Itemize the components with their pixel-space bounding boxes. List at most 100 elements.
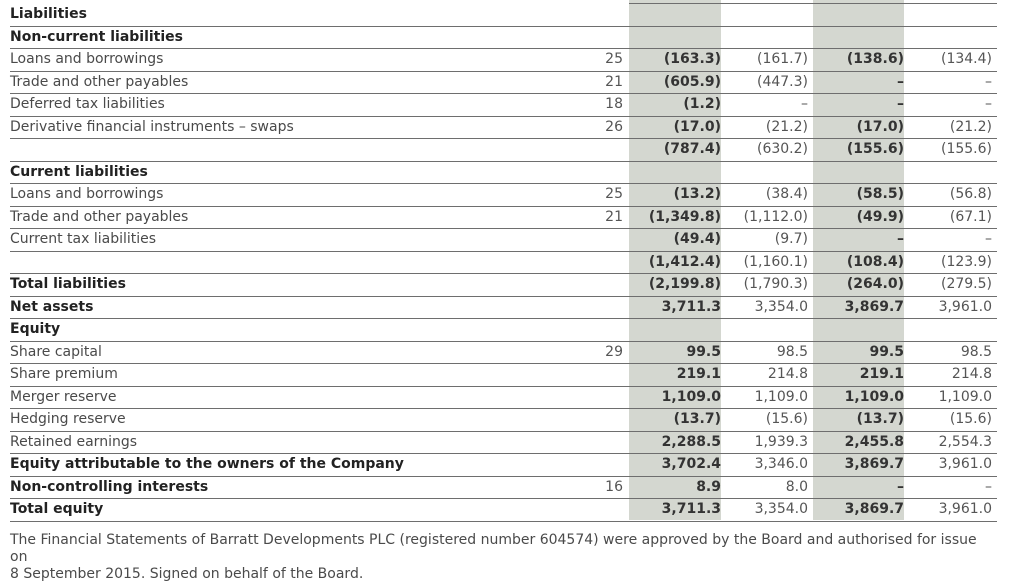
group-2014-value: (9.7) <box>774 231 808 247</box>
group-2015-value: (13.2) <box>673 186 721 202</box>
row-label: Hedging reserve <box>10 411 126 427</box>
company-2015-value: – <box>897 96 904 112</box>
note-ref: 25 <box>605 186 623 202</box>
row-label: Total equity <box>10 501 104 517</box>
row-rule <box>10 520 997 522</box>
table-row: Trade and other payables 21 (1,349.8) (1,11… <box>0 206 1013 228</box>
company-2014-value: – <box>985 96 992 112</box>
table-row: Loans and borrowings 25 (163.3) (161.7) (138… <box>0 48 1013 70</box>
company-2015-value: (17.0) <box>856 118 904 135</box>
group-2015-value: (605.9) <box>663 73 721 90</box>
row-label: Loans and borrowings <box>10 186 164 202</box>
group-2015-value: (49.4) <box>673 231 721 247</box>
company-2015-value: 3,869.7 <box>844 501 904 517</box>
group-2015-value: (787.4) <box>663 141 721 157</box>
company-2014-value: 3,961.0 <box>938 501 992 517</box>
table-row: Current liabilities <box>0 161 1013 183</box>
row-rule <box>10 385 997 387</box>
company-2014-value: 3,961.0 <box>938 298 992 315</box>
row-label: Deferred tax liabilities <box>10 96 165 112</box>
group-2015-value: 99.5 <box>686 343 721 360</box>
company-2014-value: (123.9) <box>940 253 992 270</box>
row-label: Share capital <box>10 343 102 360</box>
table-row: Deferred tax liabilities 18 (1.2) – – – <box>0 93 1013 115</box>
table-row: Non-current liabilities <box>0 26 1013 48</box>
company-2015-value: – <box>897 231 904 247</box>
table-row: Loans and borrowings 25 (13.2) (38.4) (58.5)… <box>0 183 1013 205</box>
group-2015-value: 2,288.5 <box>661 433 721 450</box>
row-rule <box>10 138 997 139</box>
row-rule <box>10 228 997 229</box>
table-row: Net assets 3,711.3 3,354.0 3,869.7 3,961.0 <box>0 296 1013 318</box>
company-2015-value: – <box>897 478 904 495</box>
row-label: Share premium <box>10 366 118 382</box>
row-label: Liabilities <box>10 6 87 22</box>
approval-statement-line-1: The Financial Statements of Barratt Deve… <box>10 532 977 565</box>
table-row: Current tax liabilities (49.4) (9.7) – – <box>0 228 1013 250</box>
current-year-company-column-band <box>813 0 904 520</box>
row-label: Retained earnings <box>10 433 138 450</box>
note-ref: 26 <box>605 118 623 135</box>
row-label: Current liabilities <box>10 163 148 180</box>
group-2015-value: (1,349.8) <box>648 208 721 225</box>
row-rule <box>10 408 997 409</box>
approval-statement: The Financial Statements of Barratt Deve… <box>10 532 990 583</box>
table-row: Equity attributable to the owners of the… <box>0 453 1013 475</box>
table-row: Non-controlling interests 16 8.9 8.0 – – <box>0 476 1013 498</box>
group-2014-value: (38.4) <box>765 186 808 202</box>
table-row: Total equity 3,711.3 3,354.0 3,869.7 3,961.0 <box>0 498 1013 520</box>
group-2014-value: (161.7) <box>756 51 808 67</box>
company-2014-value: 214.8 <box>951 366 992 382</box>
company-2015-value: (13.7) <box>856 411 904 427</box>
group-2015-value: (17.0) <box>673 118 721 135</box>
group-2014-value: (630.2) <box>756 141 808 157</box>
company-2015-value: (264.0) <box>846 276 904 292</box>
row-rule <box>10 475 997 477</box>
note-ref: 21 <box>605 208 623 225</box>
row-rule <box>10 363 997 364</box>
row-rule <box>10 453 997 454</box>
company-2014-value: (155.6) <box>940 141 992 157</box>
row-label: Equity attributable to the owners of the… <box>10 456 404 472</box>
row-label: Current tax liabilities <box>10 231 157 247</box>
note-ref: 21 <box>605 73 623 90</box>
group-2015-value: (13.7) <box>673 411 721 427</box>
table-row: Share premium 219.1 214.8 219.1 214.8 <box>0 363 1013 385</box>
group-2014-value: 8.0 <box>785 478 808 495</box>
note-ref: 25 <box>605 51 623 67</box>
group-2014-value: (1,112.0) <box>743 208 808 225</box>
group-2014-value: 98.5 <box>776 343 808 360</box>
group-2015-value: (163.3) <box>663 51 721 67</box>
row-rule <box>10 93 997 94</box>
table-row: (1,412.4) (1,160.1) (108.4) (123.9) <box>0 251 1013 273</box>
company-2014-value: (67.1) <box>949 208 992 225</box>
row-label: Non-current liabilities <box>10 28 183 45</box>
row-label: Net assets <box>10 298 94 315</box>
table-row: (787.4) (630.2) (155.6) (155.6) <box>0 138 1013 160</box>
company-2014-value: (15.6) <box>949 411 992 427</box>
company-2015-value: – <box>897 73 904 90</box>
table-row: Liabilities <box>0 3 1013 25</box>
table-row: Trade and other payables 21 (605.9) (447.3)… <box>0 71 1013 93</box>
note-ref: 16 <box>605 478 623 495</box>
company-2015-value: 3,869.7 <box>844 456 904 472</box>
row-label: Trade and other payables <box>10 73 189 90</box>
row-rule <box>10 295 997 297</box>
company-2015-value: (58.5) <box>856 186 904 202</box>
table-row: Share capital 29 99.5 98.5 99.5 98.5 <box>0 341 1013 363</box>
row-rule <box>10 183 997 184</box>
table-row: Retained earnings 2,288.5 1,939.3 2,455.8 2,… <box>0 431 1013 453</box>
group-2015-value: (2,199.8) <box>648 276 721 292</box>
row-label: Merger reserve <box>10 388 117 405</box>
group-2014-value: (15.6) <box>765 411 808 427</box>
company-2015-value: 99.5 <box>869 343 904 360</box>
row-label: Equity <box>10 321 61 337</box>
table-row: Equity <box>0 318 1013 340</box>
group-2015-value: 3,702.4 <box>661 456 721 472</box>
company-2015-value: 1,109.0 <box>844 388 904 405</box>
row-label: Trade and other payables <box>10 208 189 225</box>
company-2014-value: (56.8) <box>949 186 992 202</box>
company-2015-value: 2,455.8 <box>844 433 904 450</box>
company-2014-value: 1,109.0 <box>938 388 992 405</box>
